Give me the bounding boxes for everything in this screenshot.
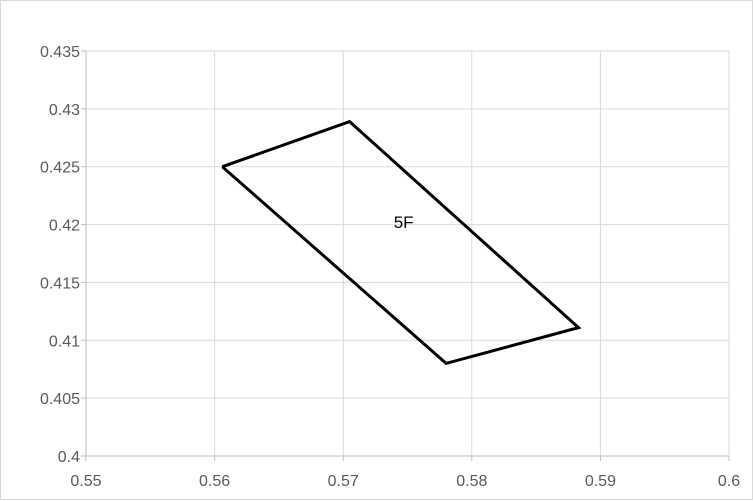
x-tick-label: 0.58 — [456, 473, 487, 490]
axes — [81, 50, 730, 461]
tick-labels: 0.4 0.405 0.41 0.415 0.42 0.425 0.43 0.435 0.55 0… — [40, 44, 740, 490]
x-tick-label: 0.57 — [328, 473, 359, 490]
y-tick-label: 0.4 — [58, 449, 80, 466]
y-tick-label: 0.405 — [40, 391, 80, 408]
y-tick-label: 0.43 — [49, 102, 80, 119]
x-tick-label: 0.55 — [70, 473, 101, 490]
y-tick-label: 0.425 — [40, 160, 80, 177]
annotations: 5F — [394, 213, 414, 232]
y-tick-label: 0.415 — [40, 275, 80, 292]
gridlines — [86, 50, 730, 456]
annotation-label: 5F — [394, 213, 414, 232]
y-tick-label: 0.435 — [40, 44, 80, 61]
x-tick-label: 0.59 — [585, 473, 616, 490]
x-tick-label: 0.56 — [199, 473, 230, 490]
series-layer — [221, 119, 582, 366]
x-tick-label: 0.6 — [718, 473, 740, 490]
y-tick-label: 0.42 — [49, 218, 80, 235]
series-line-0 — [221, 119, 582, 366]
y-tick-label: 0.41 — [49, 333, 80, 350]
